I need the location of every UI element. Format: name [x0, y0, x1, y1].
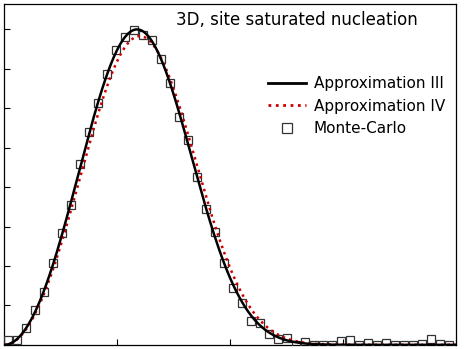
Legend: Approximation III, Approximation IV, Monte-Carlo: Approximation III, Approximation IV, Mon…	[265, 73, 448, 140]
Text: 3D, site saturated nucleation: 3D, site saturated nucleation	[176, 11, 418, 29]
